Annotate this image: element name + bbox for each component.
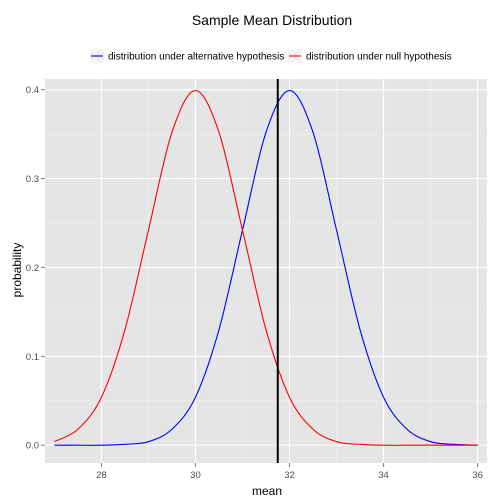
series-group [54,90,478,446]
legend-item: distribution under null hypothesis [287,48,452,64]
plot-panel [45,79,487,463]
grid [45,79,487,463]
x-tick-label: 28 [96,470,107,481]
legend-item: distribution under alternative hypothesi… [89,48,284,64]
legend-label: distribution under alternative hypothesi… [108,52,284,63]
x-tick-label: 30 [190,470,201,481]
chart-title: Sample Mean Distribution [192,12,352,28]
x-axis-title: mean [252,484,282,498]
y-tick-label: 0.1 [26,352,39,363]
legend-label: distribution under null hypothesis [306,52,452,63]
x-tick-label: 36 [472,470,483,481]
y-tick-label: 0.3 [26,174,39,185]
y-tick-label: 0.2 [26,263,39,274]
series-line-null [54,90,478,446]
axes: 28 30 32 34 36 0.0 0.1 0.2 0.3 0.4 [26,85,483,481]
x-tick-label: 34 [378,470,389,481]
y-tick-label: 0.0 [26,441,39,452]
legend: distribution under alternative hypothesi… [89,48,452,64]
y-tick-label: 0.4 [26,85,39,96]
x-tick-label: 32 [284,470,295,481]
series-line-alternative [54,90,478,446]
y-axis-title: probability [10,243,24,298]
